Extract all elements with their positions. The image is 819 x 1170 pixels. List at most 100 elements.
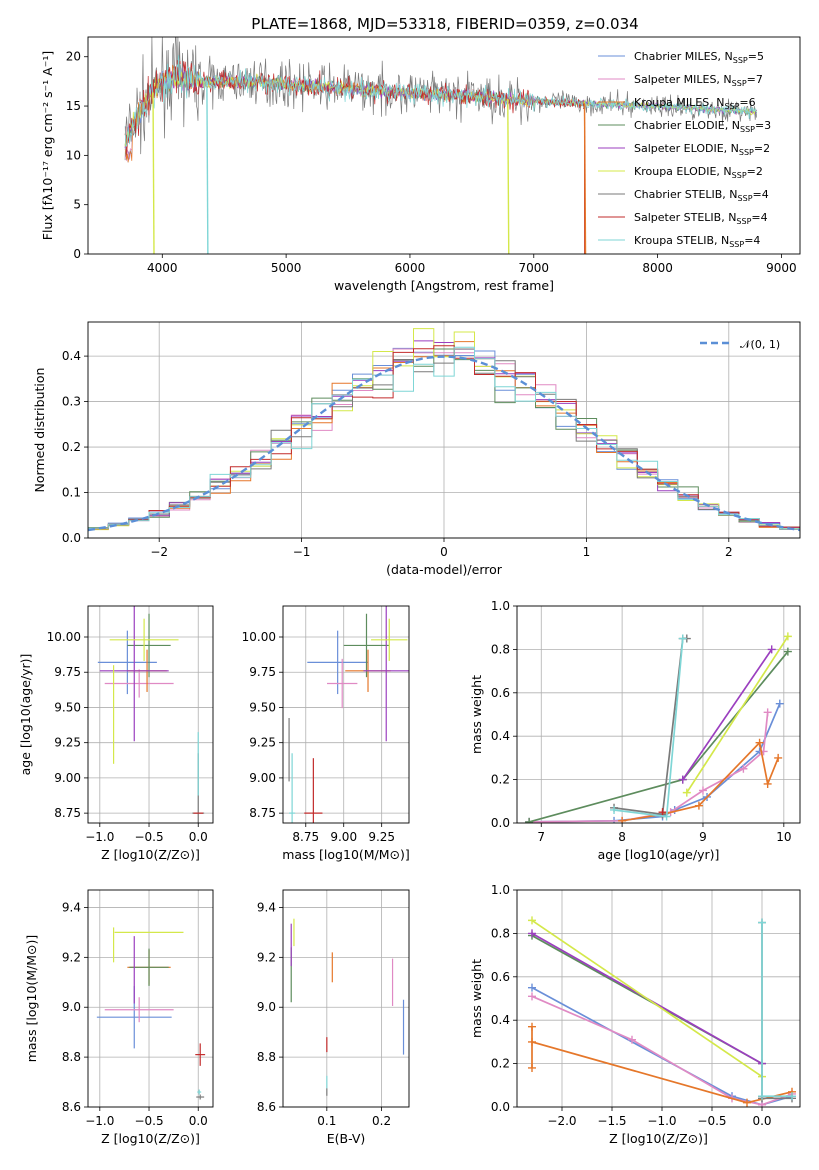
age_vs_Z-xtick-label-2: 0.0 xyxy=(189,830,208,844)
massweight_vs_age-marker-7-0 xyxy=(658,808,667,817)
massweight_vs_age-marker-2-0 xyxy=(618,816,627,823)
massweight_vs_age-marker-8-2 xyxy=(678,634,687,643)
mass_vs_ebv-xtick-label-0: 0.1 xyxy=(317,1114,336,1128)
mass_vs_Z-ytick-label-3: 9.2 xyxy=(62,950,81,964)
spectrum-ytick-label-0: 0 xyxy=(73,247,81,261)
age_vs_Z-frame xyxy=(87,605,214,824)
age_vs_mass-xtick-label-2: 9.25 xyxy=(368,830,395,844)
age_vs_Z-ytick-label-3: 9.50 xyxy=(54,700,81,714)
residuals-hist-kroupa-stelib xyxy=(88,346,800,538)
residuals-frame xyxy=(87,321,801,539)
massweight_vs_Z-ylabel: mass weight xyxy=(469,959,484,1038)
massweight_vs_age-ytick-label-2: 0.4 xyxy=(491,729,510,743)
massweight_vs_Z-marker-1-0 xyxy=(528,992,536,1001)
massweight_vs_age-xtick-label-0: 7 xyxy=(537,830,545,844)
massweight_vs_age-marker-8-1 xyxy=(662,812,671,821)
age_vs_Z-ytick-label-2: 9.25 xyxy=(54,736,81,750)
mass_vs_ebv-ytick-label-3: 9.2 xyxy=(257,950,276,964)
massweight_vs_age-marker-2-5 xyxy=(774,753,783,762)
massweight_vs_age-frame xyxy=(516,605,801,824)
spectrum-plot-area xyxy=(124,37,758,254)
massweight_vs_Z-xtick-label-1: −1.5 xyxy=(597,1114,626,1128)
massweight_vs_Z-marker-0-0 xyxy=(528,983,536,992)
massweight_vs_Z-frame xyxy=(516,889,801,1108)
massweight_vs_age-marker-4-1 xyxy=(767,645,776,654)
age_vs_Z-xlabel: Z [log10(Z/Z⊙)] xyxy=(101,847,200,862)
massweight_vs_Z-marker-8-1 xyxy=(758,1092,766,1101)
mass_vs_Z-ytick-label-4: 9.4 xyxy=(62,900,81,914)
residuals-ytick-label-2: 0.2 xyxy=(62,440,81,454)
age_vs_mass-ytick-label-5: 10.00 xyxy=(242,630,276,644)
spectrum-legend-entry-7: Salpeter STELIB, NSSP=4 xyxy=(634,211,768,226)
massweight_vs_Z-marker-8-2 xyxy=(788,1092,796,1101)
residuals-hist-salpeter-stelib xyxy=(88,345,800,538)
age_vs_Z-ytick-label-4: 9.75 xyxy=(54,665,81,679)
spectrum-ytick-label-4: 20 xyxy=(66,50,81,64)
massweight_vs_Z-marker-2-1 xyxy=(528,1063,536,1072)
residuals-xlabel: (data-model)/error xyxy=(386,562,503,577)
age_vs_mass-ytick-label-0: 8.75 xyxy=(249,806,276,820)
massweight_vs_age-marker-0-6 xyxy=(775,699,784,708)
massweight_vs_age-ytick-label-3: 0.6 xyxy=(491,686,510,700)
mass_vs_Z-frame xyxy=(87,889,214,1108)
spectrum-xtick-label-5: 9000 xyxy=(766,261,797,275)
massweight_vs_age-ytick-label-5: 1.0 xyxy=(491,599,510,613)
spectrum-legend-entry-2: Kroupa MILES, NSSP=6 xyxy=(634,96,756,111)
residuals-xtick-label-1: −1 xyxy=(293,545,311,559)
massweight_vs_age-series-1 xyxy=(529,712,769,823)
massweight_vs_age-series-0 xyxy=(529,703,781,823)
massweight_vs_Z-ytick-label-4: 0.8 xyxy=(491,926,510,940)
residuals-xtick-label-4: 2 xyxy=(725,545,733,559)
residuals-ytick-label-4: 0.4 xyxy=(62,349,81,363)
massweight_vs_Z-marker-2-0 xyxy=(528,1022,536,1031)
residuals-ytick-label-1: 0.1 xyxy=(62,486,81,500)
massweight_vs_age-series-5 xyxy=(686,635,789,794)
massweight_vs_Z-ytick-label-5: 1.0 xyxy=(491,883,510,897)
spectrum-legend-entry-0: Chabrier MILES, NSSP=5 xyxy=(634,50,764,65)
massweight_vs_age-series-4 xyxy=(682,648,773,781)
mass_vs_Z-ytick-label-2: 9.0 xyxy=(62,1000,81,1014)
spectrum-legend-entry-6: Chabrier STELIB, NSSP=4 xyxy=(634,188,769,203)
age_vs_mass-ytick-label-2: 9.25 xyxy=(249,736,276,750)
mass_vs_Z-xtick-label-0: −1.0 xyxy=(85,1114,114,1128)
spectrum-xlabel: wavelength [Angstrom, rest frame] xyxy=(334,278,554,293)
massweight_vs_Z-plot-area xyxy=(528,916,796,1107)
massweight_vs_Z-xtick-label-4: 0.0 xyxy=(752,1114,771,1128)
age_vs_Z-ytick-label-0: 8.75 xyxy=(54,806,81,820)
spectrum-dip-3 xyxy=(583,103,587,254)
massweight_vs_age-marker-5-1 xyxy=(783,632,792,641)
age_vs_Z-xtick-label-0: −1.0 xyxy=(85,830,114,844)
spectrum-xtick-label-2: 6000 xyxy=(395,261,426,275)
residuals-xtick-label-3: 1 xyxy=(583,545,591,559)
massweight_vs_Z-marker-8-0 xyxy=(758,918,766,927)
age_vs_Z-xtick-label-1: −0.5 xyxy=(134,830,163,844)
massweight_vs_Z-marker-2-2 xyxy=(528,1037,536,1046)
mass_vs_ebv-ytick-label-1: 8.8 xyxy=(257,1050,276,1064)
spectrum-legend-entry-1: Salpeter MILES, NSSP=7 xyxy=(634,73,763,88)
massweight_vs_Z-xlabel: Z [log10(Z/Z⊙)] xyxy=(609,1131,708,1146)
massweight_vs_Z-ytick-label-2: 0.4 xyxy=(491,1013,510,1027)
massweight_vs_Z-marker-1-1 xyxy=(628,1035,636,1044)
massweight_vs_Z-marker-5-0 xyxy=(528,916,536,925)
spectrum-xtick-label-1: 5000 xyxy=(271,261,302,275)
spectrum-series-kroupa-stelib xyxy=(124,55,758,147)
mass_vs_Z-xlabel: Z [log10(Z/Z⊙)] xyxy=(101,1131,200,1146)
mass_vs_Z-ytick-label-1: 8.8 xyxy=(62,1050,81,1064)
age_vs_mass-plot-area xyxy=(288,606,409,823)
spectrum-xtick-label-4: 8000 xyxy=(642,261,673,275)
massweight_vs_age-plot-area xyxy=(525,632,792,823)
massweight_vs_Z-series-8 xyxy=(761,922,792,1098)
massweight_vs_age-marker-5-0 xyxy=(682,788,691,797)
age_vs_mass-ytick-label-1: 9.00 xyxy=(249,771,276,785)
massweight_vs_age-marker-4-0 xyxy=(678,775,687,784)
figure-title: PLATE=1868, MJD=53318, FIBERID=0359, z=0… xyxy=(251,15,638,33)
massweight_vs_age-xtick-label-1: 8 xyxy=(618,830,626,844)
massweight_vs_age-ytick-label-0: 0.0 xyxy=(491,816,510,830)
massweight_vs_Z-xtick-label-3: −0.5 xyxy=(697,1114,726,1128)
spectrum-xtick-label-0: 4000 xyxy=(147,261,178,275)
massweight_vs_age-ytick-label-4: 0.8 xyxy=(491,642,510,656)
massweight_vs_age-ytick-label-1: 0.2 xyxy=(491,773,510,787)
massweight_vs_age-marker-3-0 xyxy=(525,817,534,823)
residuals-ylabel: Normed distribution xyxy=(32,368,47,493)
